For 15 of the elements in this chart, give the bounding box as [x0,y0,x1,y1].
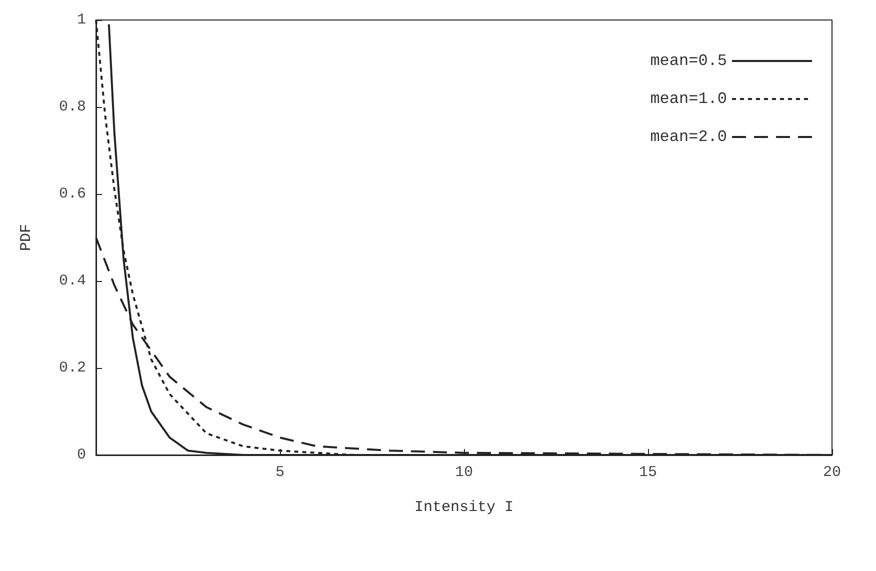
legend-label: mean=0.5 [650,52,727,70]
y-tick-label: 0.4 [58,272,86,290]
x-tick-label: 20 [822,464,842,481]
legend-label: mean=2.0 [650,128,727,146]
x-tick-label: 5 [275,464,285,481]
y-tick-label: 0 [76,446,86,464]
y-tick-label: 0.8 [58,98,86,116]
x-tick-label: 10 [454,464,474,481]
y-tick-label: 0.2 [58,360,86,376]
y-tick-label: 0.6 [58,186,86,202]
legend-label: mean=1.0 [650,90,727,108]
y-tick-label: 1 [76,12,86,28]
x-axis-title: Intensity I [414,499,514,516]
x-tick-label: 15 [638,464,658,481]
y-axis-title: PDF [18,224,35,252]
